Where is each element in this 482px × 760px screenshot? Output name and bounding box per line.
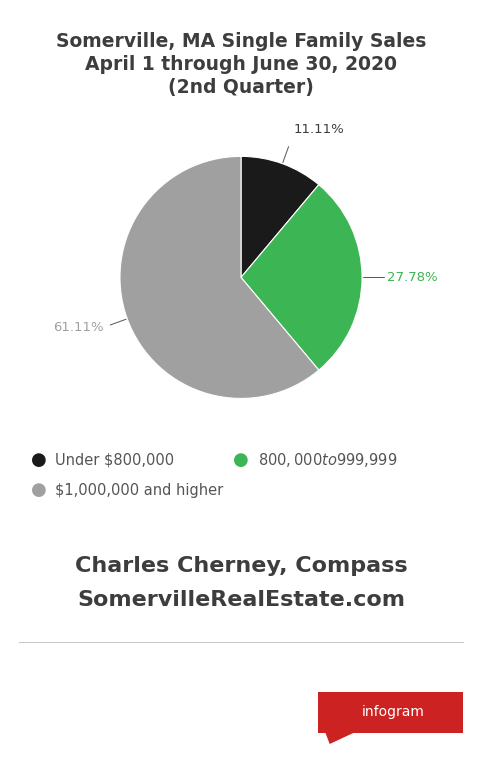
Text: Somerville, MA Single Family Sales: Somerville, MA Single Family Sales	[56, 33, 426, 52]
Text: infogram: infogram	[362, 705, 425, 719]
Text: SomervilleRealEstate.com: SomervilleRealEstate.com	[77, 591, 405, 610]
Wedge shape	[241, 157, 319, 277]
Wedge shape	[241, 185, 362, 370]
Text: ●: ●	[233, 451, 249, 469]
Text: Under $800,000: Under $800,000	[55, 452, 174, 467]
Text: (2nd Quarter): (2nd Quarter)	[168, 78, 314, 97]
Text: ●: ●	[31, 451, 46, 469]
Bar	[318, 692, 463, 733]
Text: 61.11%: 61.11%	[53, 321, 103, 334]
Text: $800,000 to $999,999: $800,000 to $999,999	[258, 451, 397, 469]
Text: 27.78%: 27.78%	[388, 271, 438, 284]
Text: 11.11%: 11.11%	[294, 123, 345, 136]
Text: ●: ●	[31, 481, 46, 499]
Text: Charles Cherney, Compass: Charles Cherney, Compass	[75, 556, 407, 576]
Text: $1,000,000 and higher: $1,000,000 and higher	[55, 483, 224, 498]
Wedge shape	[120, 157, 319, 398]
Polygon shape	[325, 733, 354, 744]
Text: April 1 through June 30, 2020: April 1 through June 30, 2020	[85, 55, 397, 74]
